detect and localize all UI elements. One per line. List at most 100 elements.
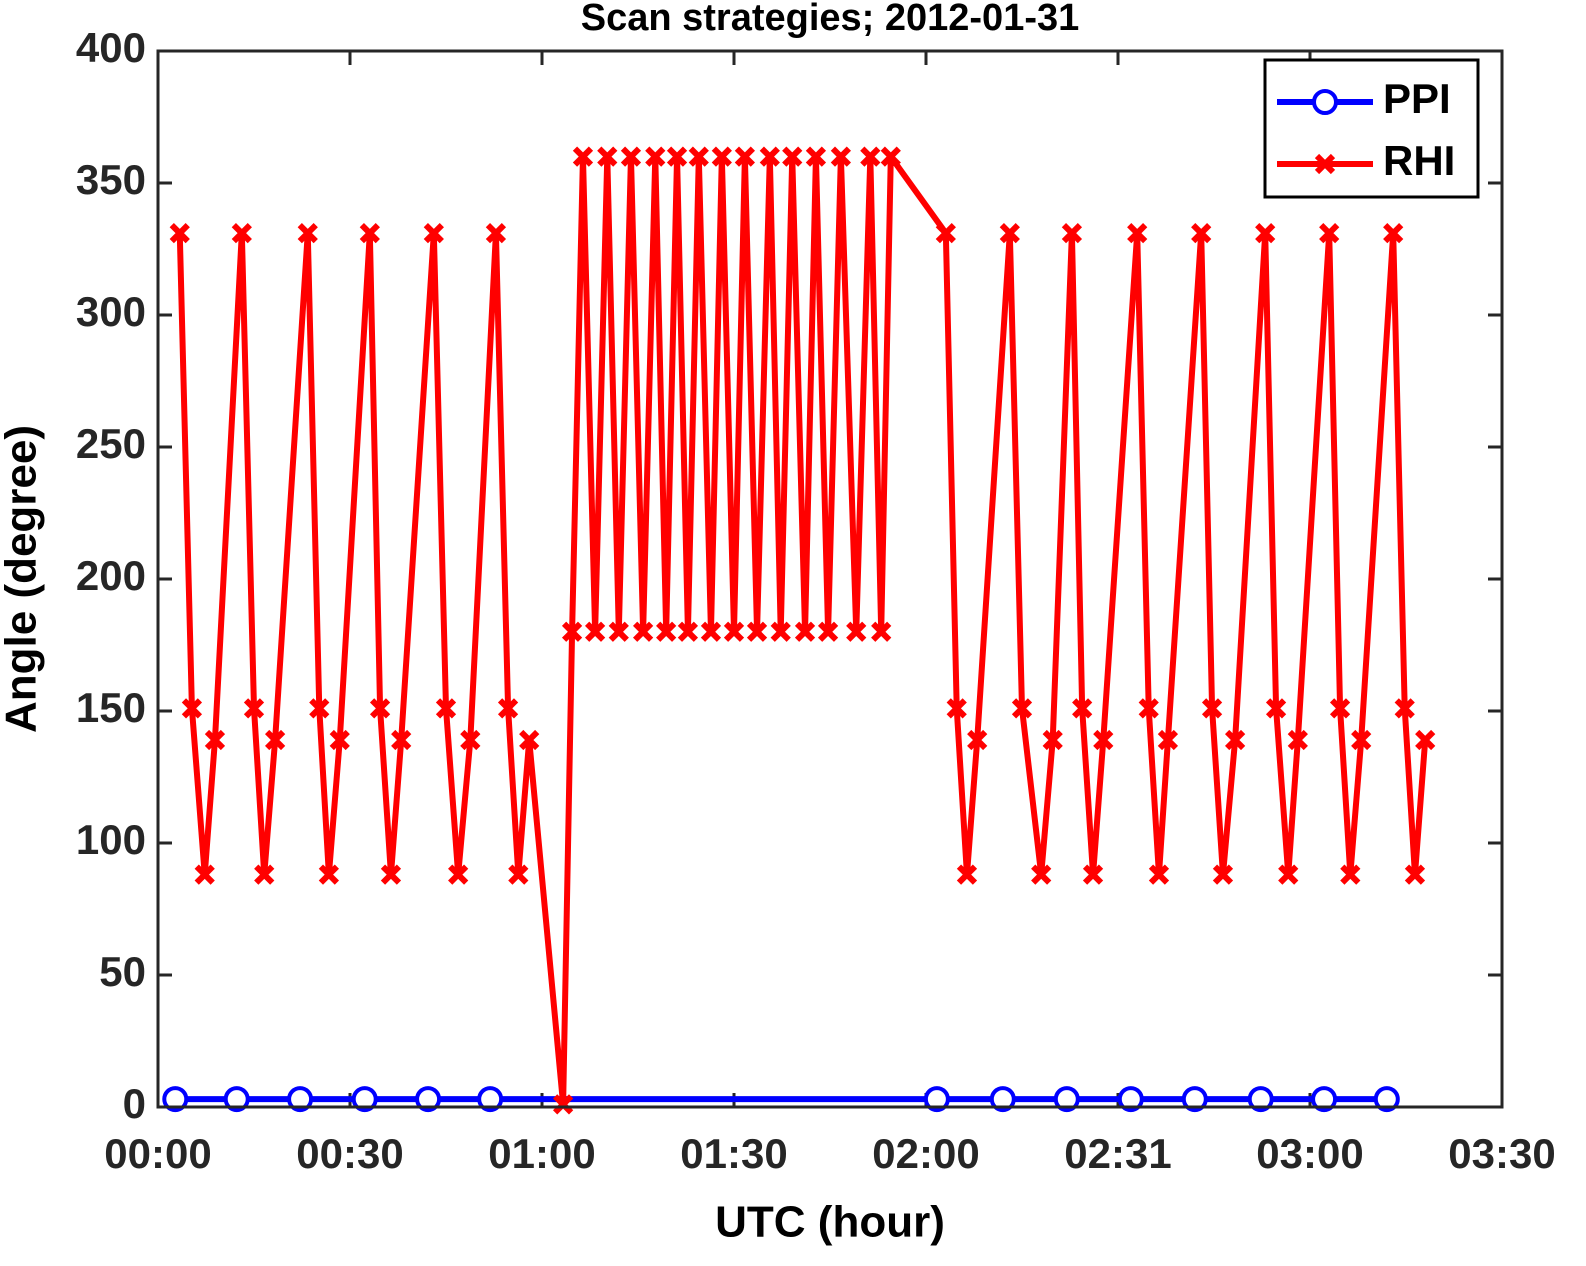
data-point — [1061, 223, 1083, 244]
data-point — [1319, 223, 1340, 244]
data-point — [318, 864, 340, 885]
data-point — [711, 146, 732, 167]
data-point — [1404, 864, 1426, 885]
data-point — [999, 223, 1020, 244]
data-point — [1329, 698, 1351, 719]
legend-label: RHI — [1383, 137, 1455, 184]
data-point — [485, 223, 507, 244]
y-tick-label: 250 — [76, 420, 146, 467]
legend: PPI RHI — [1263, 58, 1480, 199]
y-axis-label: Angle (degree) — [0, 425, 46, 733]
x-tick-label: 01:30 — [680, 1130, 787, 1177]
data-point — [1157, 729, 1179, 751]
data-point — [1265, 698, 1287, 719]
data-point — [1311, 1086, 1338, 1113]
x-axis-label: UTC (hour) — [715, 1198, 945, 1247]
y-tick-label: 50 — [99, 948, 146, 995]
data-point — [805, 146, 827, 167]
x-tick-label: 03:30 — [1448, 1130, 1555, 1177]
data-point — [162, 1086, 189, 1113]
data-point — [1247, 1086, 1274, 1113]
data-point — [1093, 729, 1114, 751]
data-point — [880, 146, 901, 167]
data-point — [1255, 223, 1276, 244]
data-point — [1127, 223, 1148, 244]
data-point — [1373, 1086, 1400, 1113]
data-point — [169, 223, 190, 244]
data-point — [1201, 698, 1223, 719]
data-point — [597, 146, 618, 167]
data-point — [746, 621, 768, 642]
data-point — [297, 223, 318, 244]
data-point — [359, 223, 380, 244]
data-point — [923, 1086, 950, 1113]
data-point — [620, 146, 642, 167]
data-point — [287, 1086, 314, 1113]
data-point — [946, 698, 967, 719]
data-point — [309, 698, 330, 719]
data-point — [380, 864, 402, 885]
data-point — [423, 223, 444, 244]
legend-marker — [1314, 153, 1336, 175]
data-point — [967, 729, 988, 751]
data-point — [1340, 864, 1361, 885]
data-point — [666, 146, 688, 167]
data-point — [871, 621, 892, 642]
chart-title: Scan strategies; 2012-01-31 — [581, 0, 1080, 39]
data-point — [1031, 864, 1052, 885]
data-point — [1351, 729, 1372, 751]
data-point — [231, 223, 252, 244]
data-point — [830, 146, 852, 167]
data-point — [351, 1086, 378, 1113]
data-point — [1082, 864, 1104, 885]
data-point — [181, 698, 203, 719]
data-point — [254, 864, 275, 885]
x-tick-label: 02:31 — [1064, 1130, 1171, 1177]
data-point — [508, 864, 529, 885]
data-point — [519, 729, 540, 751]
data-point — [817, 621, 839, 642]
data-point — [688, 146, 709, 167]
data-point — [1212, 864, 1234, 885]
x-tick-label: 02:00 — [872, 1130, 979, 1177]
data-point — [989, 1086, 1016, 1113]
data-point — [264, 729, 286, 751]
data-point — [770, 621, 791, 642]
data-point — [645, 146, 666, 167]
x-tick-label: 00:30 — [296, 1130, 403, 1177]
y-tick-label: 150 — [76, 684, 146, 731]
data-point — [656, 621, 677, 642]
data-point — [435, 698, 457, 719]
data-point — [677, 621, 699, 642]
data-point — [1011, 698, 1033, 719]
data-point — [477, 1086, 504, 1113]
data-point — [572, 146, 594, 167]
legend-label: PPI — [1383, 75, 1451, 122]
data-point — [1224, 729, 1246, 751]
y-tick-label: 350 — [76, 156, 146, 203]
data-point — [584, 621, 606, 642]
data-point — [1138, 698, 1159, 719]
x-tick-label: 01:00 — [488, 1130, 595, 1177]
data-point — [608, 621, 629, 642]
data-point — [1117, 1086, 1144, 1113]
data-point — [782, 146, 803, 167]
data-point — [204, 729, 226, 751]
data-point — [723, 621, 745, 642]
data-point — [700, 621, 722, 642]
data-point — [1191, 223, 1212, 244]
data-point — [1148, 864, 1170, 885]
data-point — [415, 1086, 442, 1113]
data-point — [448, 864, 469, 885]
data-point — [1287, 729, 1308, 751]
data-point — [1072, 698, 1093, 719]
data-point — [243, 698, 265, 719]
y-tick-label: 300 — [76, 288, 146, 335]
data-point — [1383, 223, 1404, 244]
data-point — [1042, 729, 1063, 751]
data-point — [497, 698, 519, 719]
data-point — [329, 729, 350, 751]
data-point — [552, 1094, 574, 1115]
